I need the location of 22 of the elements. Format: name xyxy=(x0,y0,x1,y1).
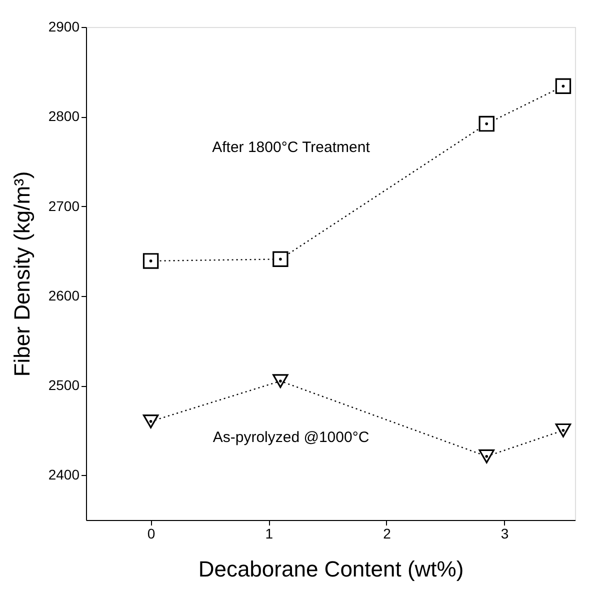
y-tick-label: 2600 xyxy=(48,287,80,304)
x-tick-label: 2 xyxy=(383,526,392,542)
y-tick-label: 2500 xyxy=(48,377,80,394)
y-tick-label: 2700 xyxy=(48,198,80,214)
y-tick-label: 2800 xyxy=(48,108,80,124)
x-tick-label: 3 xyxy=(500,526,509,542)
point xyxy=(478,449,494,464)
x-tick-label: 1 xyxy=(265,526,274,542)
x-tick-label: 0 xyxy=(147,526,156,542)
point xyxy=(478,116,494,132)
point xyxy=(142,253,159,269)
annotation: As-pyrolyzed @1000°C xyxy=(212,429,370,446)
annotation: After 1800°C Treatment xyxy=(212,139,371,156)
point xyxy=(272,374,288,388)
y-tick-label: 2400 xyxy=(48,466,80,483)
point xyxy=(555,78,572,94)
x-axis-title: Decaborane Content (wt%) xyxy=(198,556,464,582)
point xyxy=(555,423,572,438)
y-axis-title: Fiber Density (kg/m³) xyxy=(9,171,34,377)
point xyxy=(142,414,159,428)
y-tick-label: 2900 xyxy=(48,18,80,34)
point xyxy=(272,251,288,268)
